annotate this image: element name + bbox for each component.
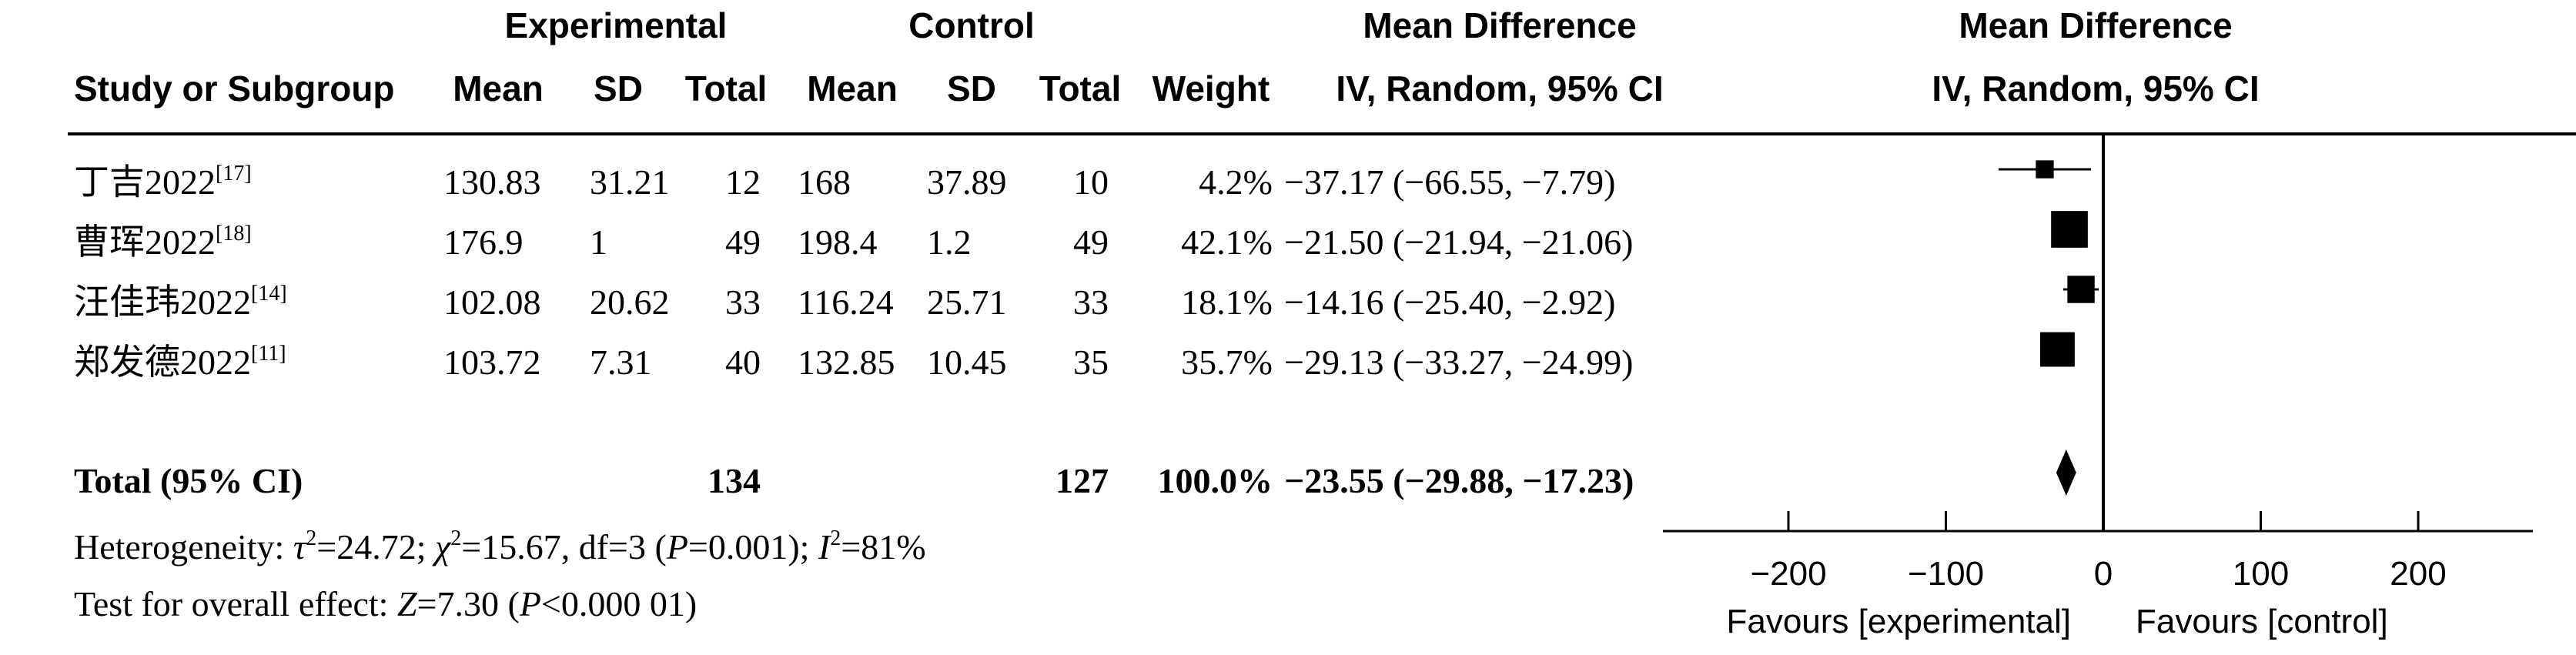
effect-square — [2067, 276, 2095, 303]
ctl-sd-cell: 1.2 — [927, 222, 972, 262]
exp-mean-cell: 130.83 — [443, 162, 541, 202]
exp-sd-header: SD — [594, 69, 643, 109]
ctl-sd-cell: 25.71 — [927, 282, 1007, 322]
exp-sd-cell: 7.31 — [590, 343, 652, 382]
weight-cell: 18.1% — [1181, 282, 1273, 322]
effect-square — [2036, 160, 2054, 179]
total-label: Total (95% CI) — [74, 461, 303, 500]
total-weight: 100.0% — [1157, 461, 1273, 500]
effect-square — [2051, 211, 2088, 248]
study-column-header: Study or Subgroup — [74, 69, 395, 109]
ctl-mean-header: Mean — [807, 69, 898, 109]
exp-total-header: Total — [684, 69, 768, 109]
ctl-total-cell: 33 — [1073, 282, 1109, 322]
ctl-mean-cell: 198.4 — [798, 222, 878, 262]
md-method-header: IV, Random, 95% CI — [1336, 69, 1664, 109]
weight-cell: 42.1% — [1181, 222, 1273, 262]
study-name: 汪佳玮2022[14] — [74, 282, 287, 322]
ctl-total-cell: 35 — [1073, 343, 1109, 382]
plot-title-header: Mean Difference — [1959, 5, 2233, 45]
exp-total-cell: 49 — [725, 222, 761, 262]
x-tick-label: −200 — [1750, 555, 1826, 593]
ctl-mean-cell: 116.24 — [798, 282, 894, 322]
study-reference: [17] — [216, 162, 252, 185]
exp-mean-cell: 103.72 — [443, 343, 541, 382]
ctl-mean-cell: 168 — [798, 162, 851, 202]
weight-cell: 35.7% — [1181, 343, 1273, 382]
exp-total-cell: 33 — [725, 282, 761, 322]
exp-sd-cell: 31.21 — [590, 162, 670, 202]
x-tick-label: 100 — [2233, 555, 2289, 593]
study-name: 曹珲2022[18] — [74, 222, 252, 262]
ctl-mean-cell: 132.85 — [798, 343, 895, 382]
md-title-header: Mean Difference — [1363, 5, 1637, 45]
x-tick-label: 0 — [2094, 555, 2113, 593]
x-tick-label: −100 — [1908, 555, 1984, 593]
favours-experimental-label: Favours [experimental] — [1726, 603, 2071, 640]
pooled-diamond — [2056, 449, 2076, 496]
favours-control-label: Favours [control] — [2136, 603, 2388, 640]
total-exp-n: 134 — [708, 461, 761, 500]
ci-cell: −37.17 (−66.55, −7.79) — [1284, 162, 1616, 202]
study-reference: [14] — [251, 282, 287, 306]
weight-cell: 4.2% — [1199, 162, 1273, 202]
exp-sd-cell: 1 — [590, 222, 607, 262]
exp-mean-cell: 176.9 — [443, 222, 524, 262]
ctl-total-cell: 10 — [1073, 162, 1109, 202]
study-reference: [18] — [216, 222, 252, 246]
ctl-sd-cell: 10.45 — [927, 343, 1007, 382]
x-tick-label: 200 — [2390, 555, 2446, 593]
overall-effect-note: Test for overall effect: Z=7.30 (P<0.000… — [74, 584, 698, 623]
total-ctl-n: 127 — [1055, 461, 1109, 500]
study-name: 郑发德2022[11] — [74, 342, 286, 382]
group-experimental-header: Experimental — [504, 5, 728, 45]
ci-cell: −21.50 (−21.94, −21.06) — [1284, 222, 1634, 262]
ci-cell: −14.16 (−25.40, −2.92) — [1284, 282, 1616, 322]
exp-mean-cell: 102.08 — [443, 282, 541, 322]
exp-sd-cell: 20.62 — [590, 282, 670, 322]
study-reference: [11] — [251, 342, 286, 366]
group-control-header: Control — [908, 5, 1035, 45]
exp-total-cell: 40 — [725, 343, 761, 382]
ctl-total-header: Total — [1039, 69, 1122, 109]
ctl-sd-cell: 37.89 — [927, 162, 1007, 202]
exp-mean-header: Mean — [453, 69, 544, 109]
ctl-total-cell: 49 — [1073, 222, 1109, 262]
header-divider — [68, 132, 2576, 135]
study-name: 丁吉2022[17] — [74, 162, 252, 202]
ci-cell: −29.13 (−33.27, −24.99) — [1284, 343, 1634, 382]
heterogeneity-note: Heterogeneity: τ2=24.72; χ2=15.67, df=3 … — [74, 526, 926, 566]
plot-method-header: IV, Random, 95% CI — [1932, 69, 2260, 109]
weight-header: Weight — [1152, 69, 1270, 109]
total-ci: −23.55 (−29.88, −17.23) — [1284, 461, 1634, 500]
effect-square — [2039, 332, 2075, 367]
ctl-sd-header: SD — [947, 69, 996, 109]
exp-total-cell: 12 — [725, 162, 761, 202]
